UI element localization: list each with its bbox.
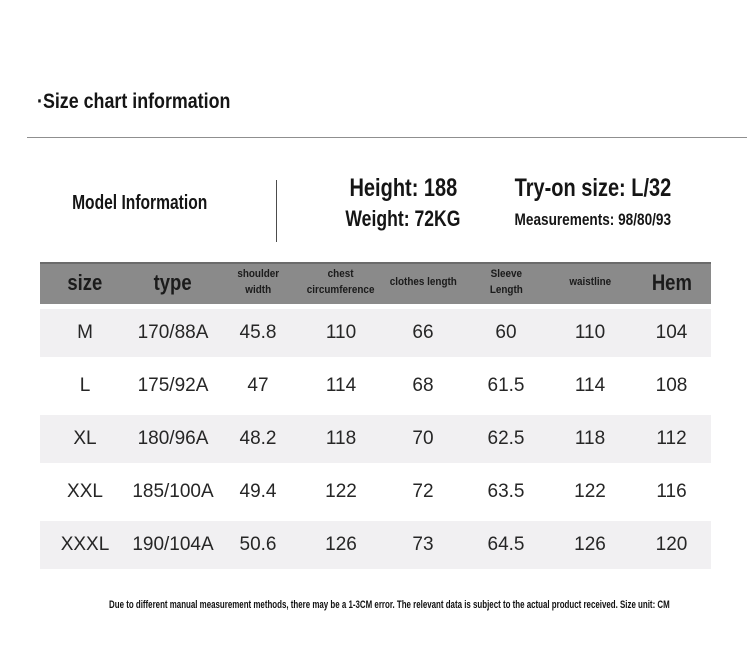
table-cell: 47 [216, 362, 300, 410]
table-cell: 170/88A [130, 309, 216, 357]
table-cell: 64.5 [464, 521, 548, 569]
table-cell: 122 [548, 468, 632, 516]
measurement-note: Due to different manual measurement meth… [109, 599, 670, 611]
table-cell: 190/104A [130, 521, 216, 569]
table-cell: 118 [548, 415, 632, 463]
table-cell: 126 [548, 521, 632, 569]
table-cell: 62.5 [464, 415, 548, 463]
try-on-size: Try-on size: L/32 [514, 174, 672, 202]
table-header-row: size type shoulder width chest circumfer… [40, 262, 711, 304]
table-cell: 114 [300, 362, 382, 410]
table-cell: 110 [548, 309, 632, 357]
table-cell: 72 [382, 468, 464, 516]
header-cell-shoulder-width: shoulder width [216, 262, 300, 304]
table-row: XXL 185/100A 49.4 122 72 63.5 122 116 [40, 468, 711, 516]
header-cell-waistline: waistline [548, 262, 632, 304]
table-row: M 170/88A 45.8 110 66 60 110 104 [40, 309, 711, 357]
table-cell: 70 [382, 415, 464, 463]
table-cell: 73 [382, 521, 464, 569]
table-cell: 112 [632, 415, 711, 463]
table-cell: XXXL [40, 521, 130, 569]
table-cell: 175/92A [130, 362, 216, 410]
model-height-weight: Height: 188 Weight: 72KG [303, 173, 503, 233]
model-tryon-measurements: Try-on size: L/32 Measurements: 98/80/93 [480, 173, 706, 233]
page-title-text: ·Size chart information [37, 90, 231, 113]
table-cell: 104 [632, 309, 711, 357]
size-table: size type shoulder width chest circumfer… [40, 257, 711, 574]
table-cell: 110 [300, 309, 382, 357]
model-height: Height: 188 [349, 174, 457, 202]
table-cell: 116 [632, 468, 711, 516]
table-row: XL 180/96A 48.2 118 70 62.5 118 112 [40, 415, 711, 463]
table-cell: 66 [382, 309, 464, 357]
model-measurements: Measurements: 98/80/93 [514, 210, 672, 229]
table-cell: 126 [300, 521, 382, 569]
table-cell: 61.5 [464, 362, 548, 410]
table-cell: 45.8 [216, 309, 300, 357]
table-cell: 48.2 [216, 415, 300, 463]
header-cell-clothes-length: clothes length [382, 262, 464, 304]
table-cell: 120 [632, 521, 711, 569]
header-cell-type: type [130, 262, 216, 304]
table-cell: 114 [548, 362, 632, 410]
table-cell: XL [40, 415, 130, 463]
table-cell: 63.5 [464, 468, 548, 516]
table-cell: L [40, 362, 130, 410]
table-cell: 50.6 [216, 521, 300, 569]
model-info-label: Model Information [72, 192, 208, 214]
model-info-divider [276, 180, 277, 242]
page-title: ·Size chart information [37, 90, 265, 114]
table-cell: 108 [632, 362, 711, 410]
table-cell: 60 [464, 309, 548, 357]
table-row: XXXL 190/104A 50.6 126 73 64.5 126 120 [40, 521, 711, 569]
table-cell: 180/96A [130, 415, 216, 463]
header-cell-size: size [40, 262, 130, 304]
table-cell: 118 [300, 415, 382, 463]
table-row: L 175/92A 47 114 68 61.5 114 108 [40, 362, 711, 410]
table-cell: XXL [40, 468, 130, 516]
table-cell: M [40, 309, 130, 357]
table-cell: 49.4 [216, 468, 300, 516]
table-cell: 122 [300, 468, 382, 516]
table-cell: 68 [382, 362, 464, 410]
model-weight: Weight: 72KG [345, 206, 461, 231]
header-cell-hem: Hem [632, 262, 711, 304]
header-cell-chest-circumference: chest circumference [300, 262, 382, 304]
table-cell: 185/100A [130, 468, 216, 516]
title-divider [27, 137, 747, 138]
header-cell-sleeve-length: Sleeve Length [464, 262, 548, 304]
